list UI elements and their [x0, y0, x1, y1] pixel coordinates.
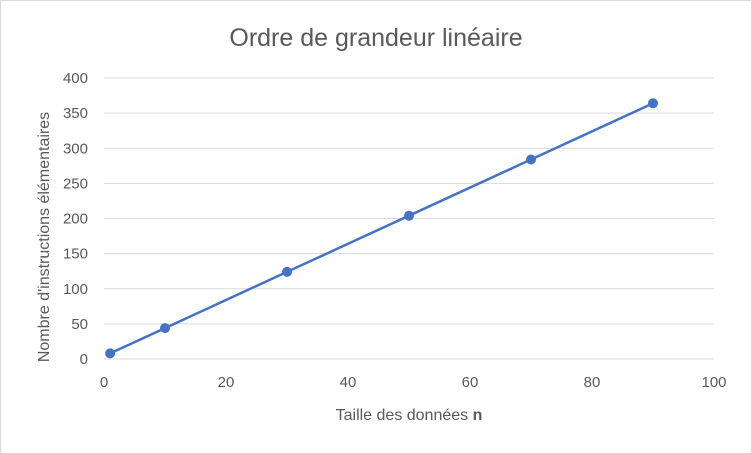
y-tick-label: 200: [63, 211, 88, 228]
x-tick-labels: 0 20 40 60 80 100: [100, 374, 727, 391]
y-tick-label: 300: [63, 140, 88, 157]
x-axis-title: Taille des données n: [336, 407, 483, 424]
y-tick-label: 0: [80, 351, 88, 368]
y-tick-label: 400: [63, 70, 88, 87]
data-point: [648, 98, 658, 109]
data-point: [404, 210, 414, 221]
y-tick-label: 100: [63, 281, 88, 298]
x-tick-label: 0: [100, 374, 108, 391]
data-point: [526, 154, 536, 165]
y-tick-label: 250: [63, 175, 88, 192]
series-layer: [105, 98, 658, 359]
x-tick-label: 40: [340, 374, 357, 391]
y-tick-label: 50: [71, 316, 88, 333]
y-tick-label: 150: [63, 246, 88, 263]
y-tick-labels: 0 50 100 150 200 250 300 350 400: [63, 70, 88, 368]
data-point: [105, 348, 116, 359]
series-line: [109, 102, 654, 355]
x-tick-label: 20: [218, 374, 235, 391]
x-axis-title-variable: n: [473, 407, 483, 424]
y-axis-title: Nombre d'instructions élémentaires: [36, 112, 53, 362]
grid-layer: [104, 77, 714, 360]
x-tick-label: 60: [462, 374, 479, 391]
data-point: [160, 323, 170, 334]
chart-title: Ordre de grandeur linéaire: [229, 24, 522, 52]
x-axis-title-text: Taille des données: [336, 407, 473, 424]
x-tick-label: 100: [701, 374, 726, 391]
data-point: [282, 266, 292, 277]
x-tick-label: 80: [584, 374, 601, 391]
y-tick-label: 350: [63, 105, 88, 122]
